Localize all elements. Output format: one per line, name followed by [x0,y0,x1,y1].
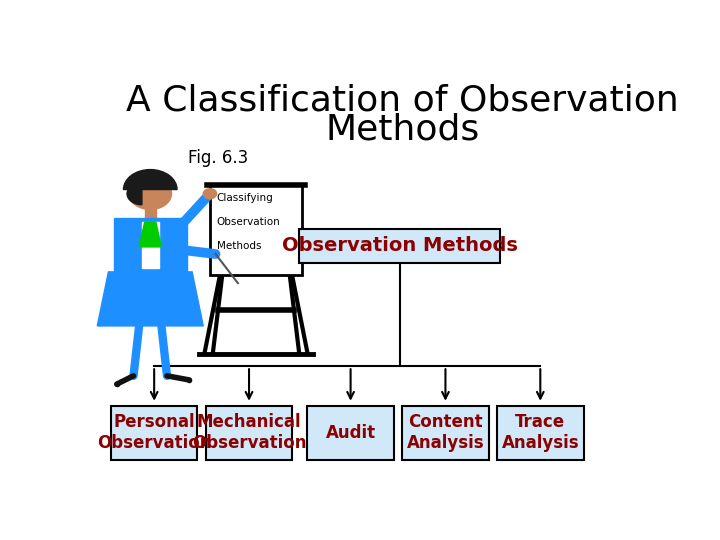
Text: Content
Analysis: Content Analysis [407,414,485,452]
FancyBboxPatch shape [114,218,186,272]
FancyBboxPatch shape [142,222,158,268]
Text: Observation: Observation [217,217,280,227]
FancyBboxPatch shape [402,406,489,460]
Circle shape [203,188,217,199]
FancyBboxPatch shape [206,406,292,460]
Polygon shape [97,272,203,326]
Text: Classifying: Classifying [217,193,274,203]
Text: Audit: Audit [325,424,376,442]
Text: Trace
Analysis: Trace Analysis [502,414,579,452]
FancyBboxPatch shape [111,406,197,460]
Text: A Classification of Observation: A Classification of Observation [126,83,679,117]
Text: Observation Methods: Observation Methods [282,236,518,255]
Text: Fig. 6.3: Fig. 6.3 [188,150,248,167]
Circle shape [129,178,171,210]
FancyBboxPatch shape [307,406,394,460]
Text: Mechanical
Observation: Mechanical Observation [192,414,306,452]
Wedge shape [124,170,177,190]
FancyBboxPatch shape [497,406,583,460]
Text: Methods: Methods [217,241,261,252]
Text: Methods: Methods [325,112,480,146]
Wedge shape [127,183,142,205]
Text: Personal
Observation: Personal Observation [97,414,212,452]
FancyBboxPatch shape [300,228,500,263]
FancyBboxPatch shape [210,185,302,275]
FancyBboxPatch shape [145,210,156,220]
Polygon shape [139,222,161,247]
